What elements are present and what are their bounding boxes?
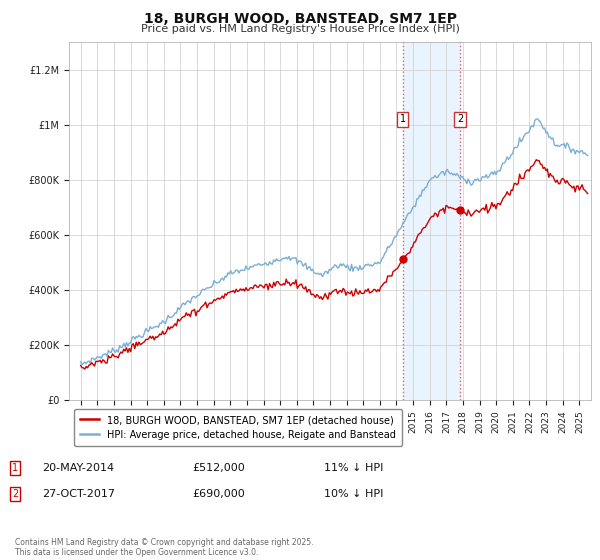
Text: 1: 1 (400, 114, 406, 124)
Text: £512,000: £512,000 (192, 463, 245, 473)
Text: 1: 1 (12, 463, 18, 473)
Text: Price paid vs. HM Land Registry's House Price Index (HPI): Price paid vs. HM Land Registry's House … (140, 24, 460, 34)
Text: 27-OCT-2017: 27-OCT-2017 (42, 489, 115, 499)
Text: 18, BURGH WOOD, BANSTEAD, SM7 1EP: 18, BURGH WOOD, BANSTEAD, SM7 1EP (143, 12, 457, 26)
Text: 20-MAY-2014: 20-MAY-2014 (42, 463, 114, 473)
Text: Contains HM Land Registry data © Crown copyright and database right 2025.
This d: Contains HM Land Registry data © Crown c… (15, 538, 314, 557)
Text: £690,000: £690,000 (192, 489, 245, 499)
Text: 10% ↓ HPI: 10% ↓ HPI (324, 489, 383, 499)
Text: 2: 2 (457, 114, 463, 124)
Legend: 18, BURGH WOOD, BANSTEAD, SM7 1EP (detached house), HPI: Average price, detached: 18, BURGH WOOD, BANSTEAD, SM7 1EP (detac… (74, 409, 401, 446)
Bar (403, 42, 460, 400)
Text: 11% ↓ HPI: 11% ↓ HPI (324, 463, 383, 473)
Text: 2: 2 (12, 489, 18, 499)
